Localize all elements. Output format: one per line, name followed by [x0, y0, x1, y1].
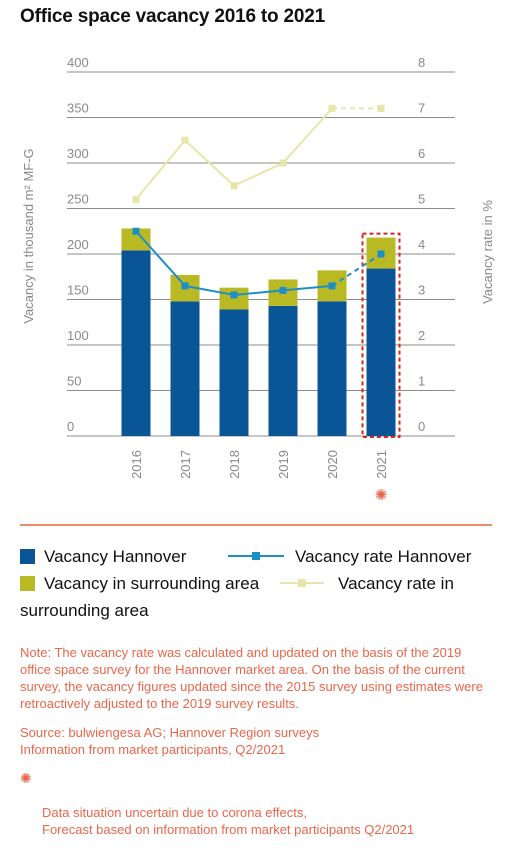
line-rate-hannover-segment	[184, 284, 235, 296]
line-rate-hannover-segment	[135, 230, 186, 287]
y-left-tick-label: 0	[67, 419, 74, 434]
forecast-highlight	[361, 232, 401, 438]
y-left-tick-label: 250	[67, 192, 89, 207]
notes: Note: The vacancy rate was calculated an…	[20, 644, 500, 838]
y-right-tick-label: 8	[418, 55, 425, 70]
legend-line-rate-hannover	[228, 552, 284, 560]
bar-vacancy-hannover	[121, 250, 151, 436]
line-rate-surrounding-point	[377, 104, 385, 112]
line-rate-surrounding-segment	[135, 139, 186, 201]
y-left-tick-label: 150	[67, 283, 89, 298]
x-tick-label: 2018	[227, 450, 242, 479]
divider	[20, 524, 492, 526]
bar-vacancy-hannover	[366, 268, 396, 436]
y-right-tick-label: 3	[418, 283, 425, 298]
line-rate-hannover-segment	[282, 284, 333, 292]
y-right-tick-label: 5	[418, 192, 425, 207]
bar-vacancy-hannover	[219, 309, 249, 436]
virus-icon: ✺	[20, 770, 32, 786]
line-rate-surrounding-segment	[282, 107, 333, 164]
y-left-tick-label: 400	[67, 55, 89, 70]
x-tick-label: 2021	[374, 450, 389, 479]
legend-label-rate-surrounding-2: surrounding area	[20, 601, 149, 620]
line-rate-surrounding-point	[181, 136, 189, 144]
legend-label-surrounding: Vacancy in surrounding area	[44, 574, 260, 593]
line-rate-surrounding-point	[279, 159, 287, 167]
legend-label-rate-surrounding-1: Vacancy rate in	[338, 574, 454, 593]
legend-label-rate-hannover: Vacancy rate Hannover	[295, 547, 472, 566]
y-left-tick-label: 350	[67, 101, 89, 116]
line-rate-surrounding-point	[328, 104, 336, 112]
legend-label-hannover: Vacancy Hannover	[44, 547, 187, 566]
line-rate-hannover-point	[279, 286, 287, 294]
y-right-tick-label: 6	[418, 146, 425, 161]
line-rate-surrounding-segment	[184, 139, 235, 187]
bar-vacancy-hannover	[268, 305, 298, 436]
line-rate-surrounding-point	[230, 182, 238, 190]
y-left-tick-label: 100	[67, 328, 89, 343]
legend-swatch-hannover	[20, 549, 35, 564]
bar-vacancy-hannover	[170, 301, 200, 436]
y-left-tick-label: 300	[67, 146, 89, 161]
legend: Vacancy Hannover Vacancy rate Hannover V…	[20, 543, 500, 624]
bar-vacancy-hannover	[317, 301, 347, 436]
note-text: Note: The vacancy rate was calculated an…	[20, 645, 483, 711]
y-left-tick-label: 200	[67, 237, 89, 252]
line-rate-hannover-segment	[233, 289, 284, 296]
line-rate-hannover-segment	[331, 253, 382, 287]
chart-title: Office space vacancy 2016 to 2021	[20, 6, 325, 27]
line-rate-hannover-point	[328, 282, 336, 290]
line-rate-hannover-point	[181, 282, 189, 290]
bar-vacancy-surrounding	[121, 228, 151, 251]
x-tick-label: 2020	[325, 450, 340, 479]
line-rate-hannover-point	[132, 227, 140, 235]
legend-line-rate-surrounding	[280, 579, 324, 587]
corona-note: ✺ Data situation uncertain due to corona…	[20, 770, 500, 838]
x-tick-label: 2016	[129, 450, 144, 479]
y-right-tick-label: 7	[418, 101, 425, 116]
corona-note-text: Data situation uncertain due to corona e…	[42, 805, 415, 837]
source-text: Source: bulwiengesa AG; Hannover Region …	[20, 725, 320, 757]
y-left-tick-label: 50	[67, 374, 81, 389]
y-left-axis-label: Vacancy in thousand m² MF-G	[21, 148, 36, 323]
y-right-tick-label: 1	[418, 374, 425, 389]
y-right-axis-label: Vacancy rate in %	[480, 200, 495, 304]
line-rate-hannover-point	[377, 250, 385, 258]
y-right-tick-label: 2	[418, 328, 425, 343]
virus-icon: ✺	[375, 486, 388, 504]
vacancy-chart: 0 50 100 150 200 250 300 350 400 0 1 2 3 4 5 6 7 8 Vacancy…	[21, 55, 495, 504]
line-rate-hannover-point	[230, 291, 238, 299]
y-right-tick-label: 4	[418, 237, 425, 252]
y-right-tick-label: 0	[418, 419, 425, 434]
legend-swatch-surrounding	[20, 576, 35, 591]
line-rate-surrounding-segment	[233, 162, 284, 187]
line-rate-surrounding-point	[132, 195, 140, 203]
x-tick-label: 2017	[178, 450, 193, 479]
bar-vacancy-surrounding	[219, 287, 249, 310]
x-tick-label: 2019	[276, 450, 291, 479]
